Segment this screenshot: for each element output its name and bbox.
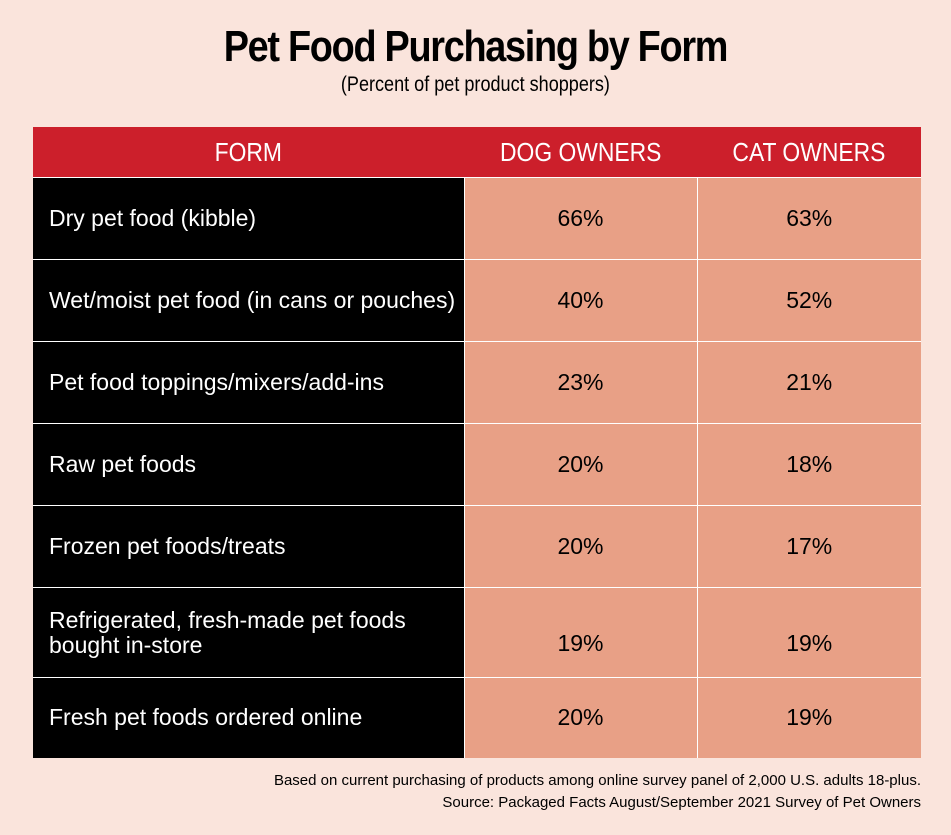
column-header-dog-owners: DOG OWNERS (464, 127, 697, 178)
form-cell: Dry pet food (kibble) (33, 177, 464, 260)
form-cell: Raw pet foods (33, 423, 464, 506)
cat-owners-cell: 21% (696, 341, 921, 424)
footer: Based on current purchasing of products … (274, 770, 921, 814)
dog-owners-cell: 20% (463, 423, 697, 506)
form-cell: Frozen pet foods/treats (33, 505, 464, 588)
dog-owners-cell: 20% (463, 505, 697, 588)
dog-owners-cell: 40% (463, 259, 697, 342)
table-row: Dry pet food (kibble) 66% 63% (33, 177, 921, 260)
cat-owners-cell: 52% (696, 259, 921, 342)
chart-title: Pet Food Purchasing by Form (223, 22, 729, 71)
form-cell: Fresh pet foods ordered online (33, 677, 464, 758)
header-row: FORM DOG OWNERS CAT OWNERS (33, 127, 921, 178)
cat-owners-cell: 18% (696, 423, 921, 506)
table-row: Raw pet foods 20% 18% (33, 423, 921, 506)
form-cell: Pet food toppings/mixers/add-ins (33, 341, 464, 424)
dog-owners-cell: 19% (463, 587, 697, 678)
table-row: Fresh pet foods ordered online 20% 19% (33, 677, 921, 758)
table-row: Pet food toppings/mixers/add-ins 23% 21% (33, 341, 921, 424)
dog-owners-cell: 23% (463, 341, 697, 424)
source-note: Source: Packaged Facts August/September … (442, 794, 921, 811)
column-header-form: FORM (33, 127, 464, 178)
dog-owners-cell: 20% (463, 677, 697, 758)
dog-owners-cell: 66% (463, 177, 697, 260)
form-cell: Wet/moist pet food (in cans or pouches) (33, 259, 464, 342)
cat-owners-cell: 63% (696, 177, 921, 260)
form-cell: Refrigerated, fresh-made pet foods bough… (33, 587, 464, 678)
footnote: Based on current purchasing of products … (273, 772, 921, 789)
cat-owners-cell: 17% (696, 505, 921, 588)
cat-owners-cell: 19% (696, 677, 921, 758)
table-row: Refrigerated, fresh-made pet foods bough… (33, 587, 921, 678)
chart-subtitle: (Percent of pet product shoppers) (340, 73, 610, 96)
data-table: FORM DOG OWNERS CAT OWNERS Dry pet food … (33, 127, 921, 758)
table-row: Wet/moist pet food (in cans or pouches) … (33, 259, 921, 342)
cat-owners-cell: 19% (696, 587, 921, 678)
table-row: Frozen pet foods/treats 20% 17% (33, 505, 921, 588)
column-header-cat-owners: CAT OWNERS (697, 127, 921, 178)
